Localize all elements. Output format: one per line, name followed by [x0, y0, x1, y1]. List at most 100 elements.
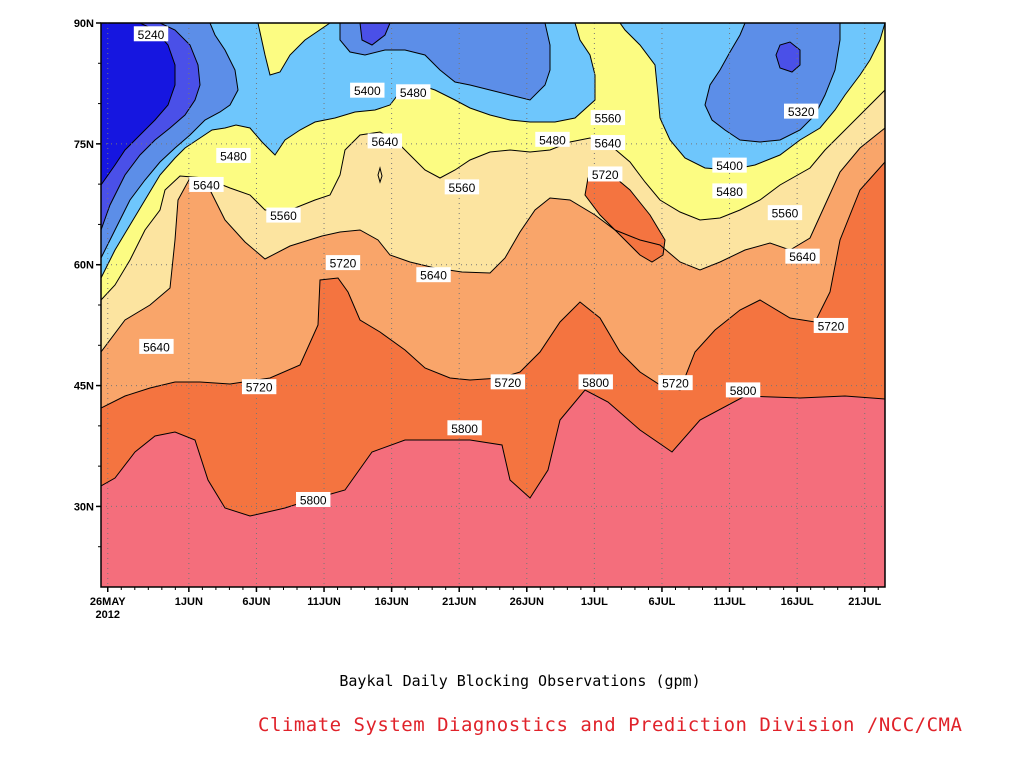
contour-label: 5640 — [590, 135, 626, 151]
band-5400 — [101, 23, 885, 278]
contour-label-box — [325, 255, 361, 271]
contour-label-text: 5640 — [143, 340, 170, 354]
contour-label-text: 5720 — [330, 257, 357, 271]
contour-label: 5800 — [725, 382, 761, 398]
contour-field — [101, 23, 885, 587]
contour-label-text: 5560 — [595, 112, 622, 126]
contour-label-box — [725, 382, 761, 398]
contour-label: 5400 — [350, 82, 385, 98]
contour-label-text: 5800 — [730, 384, 757, 398]
contour-label-box — [396, 84, 431, 100]
contour-label-box — [241, 379, 277, 395]
contour-label-box — [139, 338, 174, 354]
contour-label-box — [367, 133, 403, 149]
contour-label-text: 5560 — [270, 209, 297, 223]
credit-line: Climate System Diagnostics and Predictio… — [258, 714, 963, 736]
contour-label-box — [189, 176, 224, 192]
contour-label-box — [712, 157, 747, 173]
contour-label: 5480 — [712, 183, 747, 199]
contour-label-text: 5640 — [420, 269, 447, 283]
contour-label-text: 5720 — [592, 168, 619, 182]
contour-label-text: 5720 — [662, 377, 689, 391]
contour-label: 5640 — [139, 338, 174, 354]
isoline-5480-b — [257, 23, 331, 76]
contour-label-box — [587, 166, 623, 182]
contour-label-box — [813, 317, 849, 333]
isoline-5400-c — [704, 23, 841, 143]
contour-label-text: 5720 — [818, 319, 845, 333]
contour-label-text: 5800 — [451, 422, 478, 436]
contour-label-box — [490, 374, 526, 390]
contour-label-box — [578, 374, 613, 390]
isoline-5320-c — [775, 41, 801, 73]
contour-label-text: 5640 — [372, 135, 399, 149]
isoline-5800 — [101, 389, 885, 517]
x-tick-label: 1JUL — [581, 596, 608, 608]
contour-label: 5640 — [367, 133, 403, 149]
contour-label-text: 5720 — [246, 381, 273, 395]
contour-label-box — [783, 103, 819, 119]
contour-label-text: 5640 — [595, 137, 622, 151]
x-tick-label: 26JUN — [510, 596, 544, 608]
contour-label: 5560 — [590, 110, 626, 126]
contour-label: 5800 — [447, 420, 482, 436]
band-5240 — [101, 23, 800, 230]
isoline-5320-b — [359, 23, 391, 46]
y-tick-label: 45N — [74, 381, 94, 393]
contour-label-box — [416, 267, 451, 283]
contour-label-box — [350, 82, 385, 98]
contour-label: 5720 — [241, 379, 277, 395]
contour-label: 5720 — [658, 375, 693, 391]
contour-label-box — [535, 131, 570, 147]
x-tick-label: 11JUN — [307, 596, 341, 608]
contour-label-text: 5400 — [716, 159, 743, 173]
x-tick-label: 21JUN — [442, 596, 476, 608]
contour-label-box — [767, 205, 803, 221]
y-tick-label: 60N — [74, 260, 94, 272]
contour-label-box — [133, 26, 169, 42]
contour-label-text: 5400 — [354, 84, 381, 98]
contour-label: 5640 — [416, 267, 451, 283]
x-tick-sublabel: 2012 — [96, 609, 120, 621]
band-lt5240 — [101, 23, 175, 185]
isoline-5400-a — [101, 23, 239, 259]
contour-label: 5480 — [396, 84, 431, 100]
contour-label-box — [785, 248, 820, 264]
contour-label: 5560 — [444, 179, 480, 195]
contour-label-text: 5480 — [220, 149, 247, 163]
x-tick-label: 16JUL — [781, 596, 814, 608]
contour-label: 5640 — [189, 176, 224, 192]
contour-label: 5480 — [535, 131, 570, 147]
contour-label-text: 5480 — [400, 86, 427, 100]
contour-label-box — [266, 207, 301, 223]
contour-label: 5560 — [767, 205, 803, 221]
contour-label: 5720 — [325, 255, 361, 271]
contour-label-text: 5480 — [716, 185, 743, 199]
contour-label: 5720 — [587, 166, 623, 182]
band-5720-core — [585, 170, 665, 262]
x-tick-label: 6JUL — [649, 596, 676, 608]
contour-label-box — [590, 110, 626, 126]
contour-label: 5720 — [490, 374, 526, 390]
x-tick-label: 11JUL — [713, 596, 746, 608]
contour-label-box — [590, 135, 626, 151]
contour-label-text: 5560 — [772, 207, 799, 221]
contour-label: 5320 — [783, 103, 819, 119]
x-tick-label: 16JUN — [374, 596, 408, 608]
contour-labels: 5240 5400 5480 5320 5480 5640 5480 5560 5640 5720… — [133, 26, 849, 507]
contour-label-box — [712, 183, 747, 199]
contour-label-box — [296, 491, 331, 507]
contour-label-text: 5640 — [789, 250, 816, 264]
contour-label: 5800 — [296, 491, 331, 507]
contour-label-box — [216, 147, 251, 163]
contour-label-box — [447, 420, 482, 436]
contour-label-text: 5640 — [193, 178, 220, 192]
contour-label-text: 5480 — [539, 133, 566, 147]
x-tick-label: 21JUL — [848, 596, 881, 608]
contour-label-text: 5800 — [300, 493, 327, 507]
y-axis: 30N 45N 60N 75N 90N — [74, 18, 101, 548]
isoline-5640-dot — [377, 166, 383, 184]
contour-label-box — [444, 179, 480, 195]
isoline-5720-core — [584, 169, 666, 263]
